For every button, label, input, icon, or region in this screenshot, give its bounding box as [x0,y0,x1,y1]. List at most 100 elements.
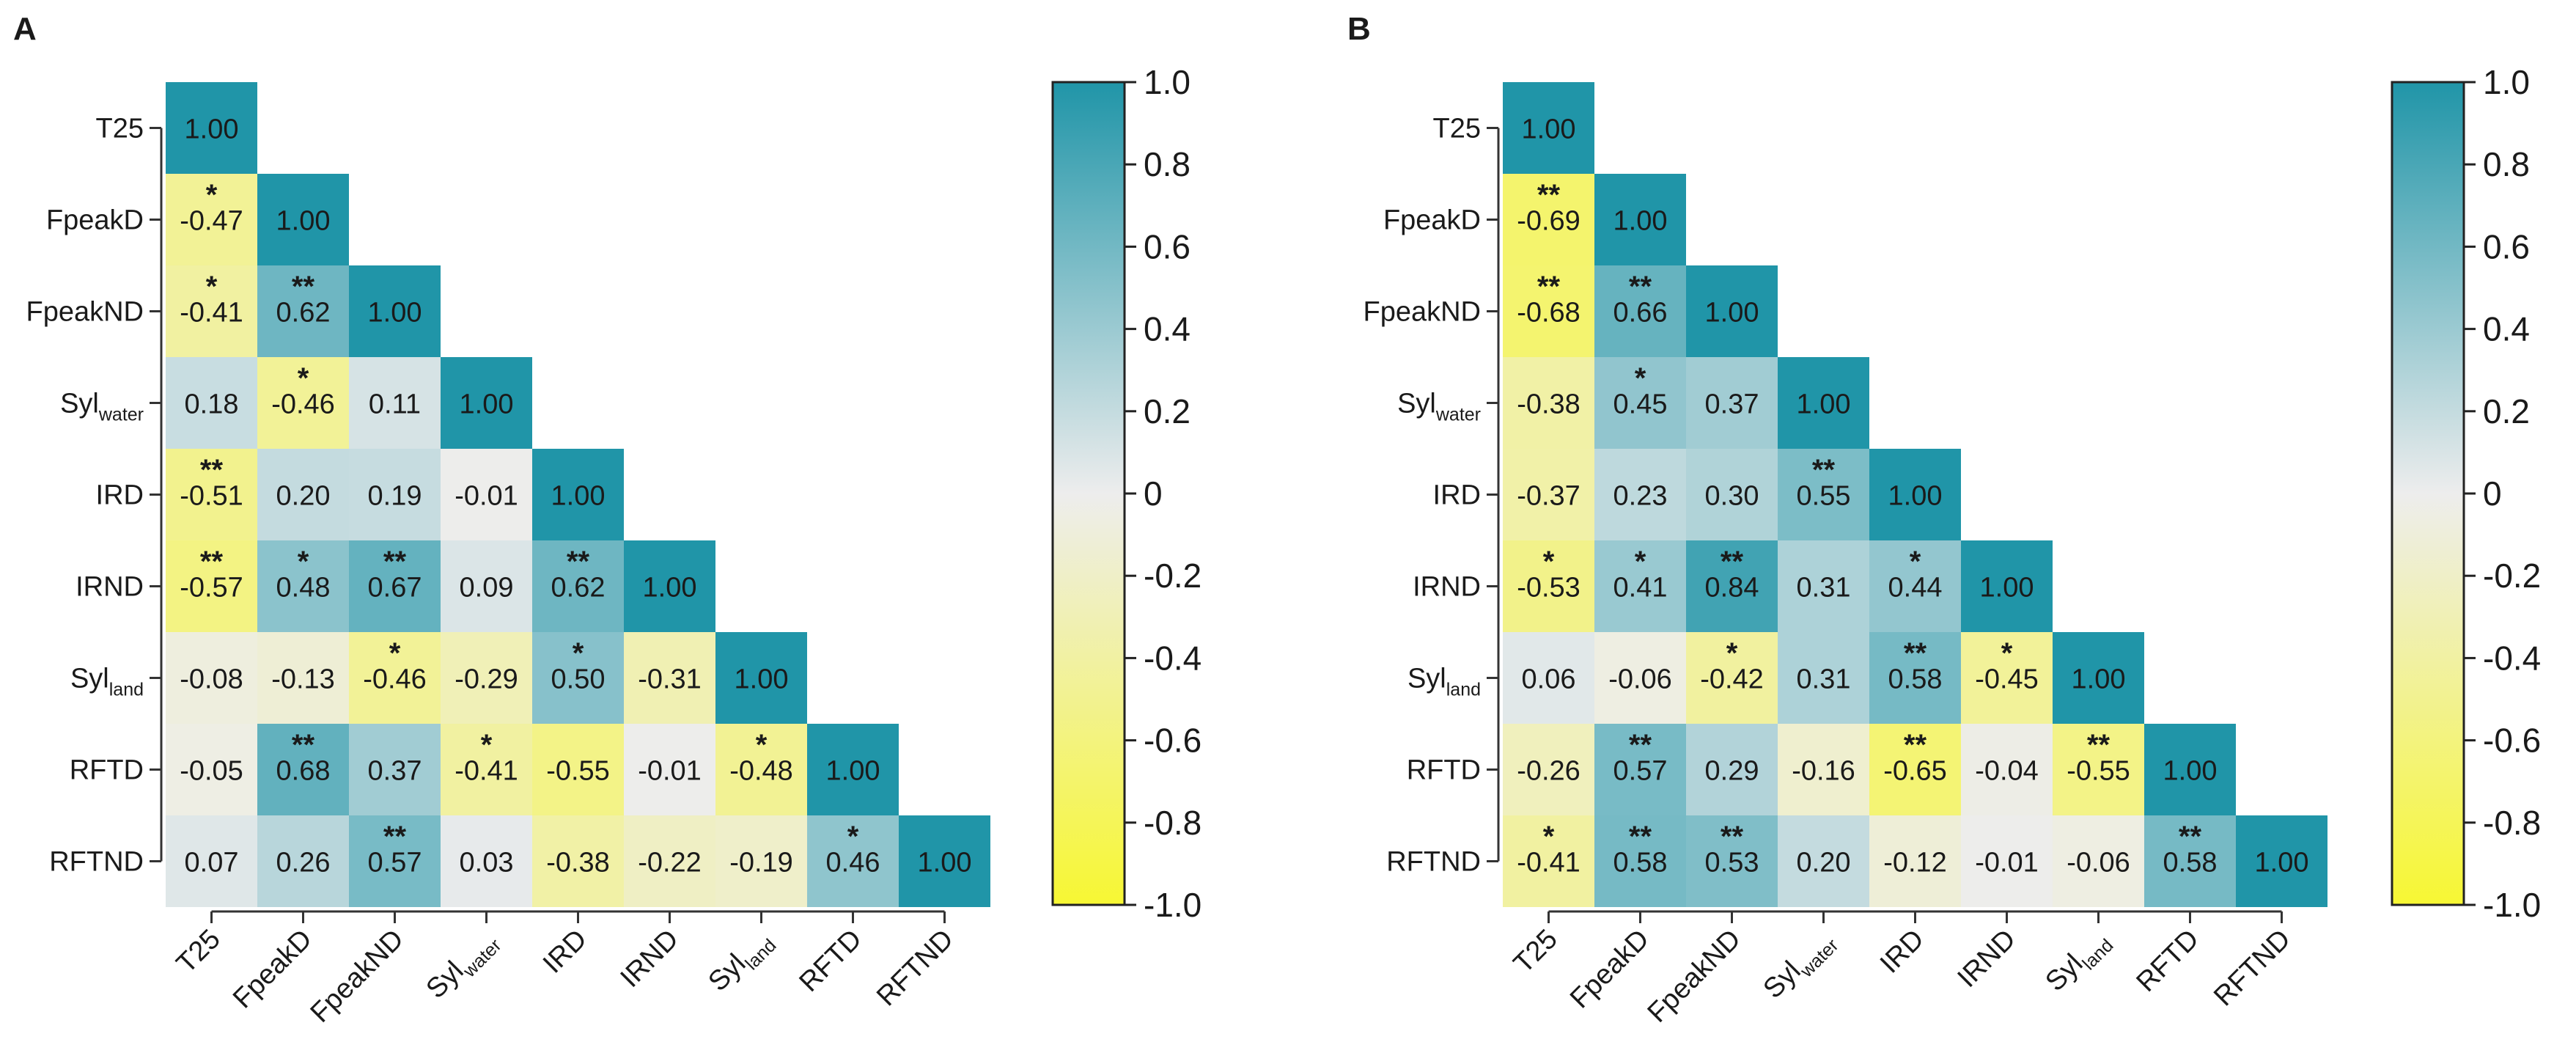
heatmap-cell [166,265,257,357]
heatmap-cell [1686,357,1778,449]
cell-value-label: 0.20 [1797,848,1851,878]
heatmap-cell [349,265,441,357]
cell-value-label: 1.00 [551,481,606,512]
heatmap-cell [166,82,257,174]
panel-label: B [1347,11,1371,47]
heatmap-cell [1961,632,2053,724]
cell-value-label: 0.66 [1613,298,1668,329]
colorbar [2391,81,2465,906]
cell-value-label: -0.41 [180,298,243,329]
heatmap-cell [257,265,349,357]
cell-value-label: -0.26 [1517,756,1580,787]
cell-value-label: -0.16 [1792,756,1855,787]
heatmap-cell [441,449,532,540]
cell-value-label: 1.00 [2255,848,2309,878]
heatmap-cell [1778,449,1869,540]
cell-value-label: 1.00 [826,756,880,787]
x-tick-label: FpeakND [305,924,410,1029]
significance-marker: ** [1904,729,1927,761]
y-tick-label: FpeakD [1383,205,1481,236]
colorbar-tick-label: 0.8 [1144,145,1191,183]
colorbar-tick-label: -1.0 [1144,886,1201,924]
cell-value-label: -0.04 [1975,756,2039,787]
colorbar-tick-label: 1.0 [1144,63,1191,101]
x-tick-label: Sylwater [1758,924,1843,1009]
significance-marker: * [756,729,768,761]
x-tick-label: IRND [1951,924,2021,994]
cell-value-label: 0.58 [2163,848,2218,878]
cell-value-label: 1.00 [368,298,422,329]
colorbar-tick-label: -0.4 [1144,639,1201,677]
cell-value-label: -0.38 [1517,389,1580,420]
cell-value-label: -0.65 [1883,756,1947,787]
heatmap-cell [1594,632,1686,724]
cell-value-label: 1.00 [1888,481,1943,512]
significance-marker: * [1635,362,1646,395]
heatmap-cell [1961,540,2053,632]
colorbar-tick-label: 0.4 [1144,310,1191,348]
x-tick-label: RFTND [2208,924,2297,1013]
cell-value-label: 0.23 [1613,481,1668,512]
cell-value-label: -0.12 [1883,848,1947,878]
cell-value-label: 1.00 [1522,114,1576,145]
heatmap-cell [349,724,441,815]
cell-value-label: 0.62 [276,298,331,329]
cell-value-label: -0.45 [1975,664,2039,695]
cell-value-label: -0.55 [546,756,610,787]
colorbar-tick-label: 0.8 [2483,145,2530,183]
cell-value-label: 0.19 [368,481,422,512]
x-tick-label: IRD [537,924,593,980]
colorbar-tick-label: -0.2 [2483,557,2541,595]
colorbar-tick-label: 0.6 [1144,227,1191,265]
heatmap-cell [257,815,349,907]
x-tick-label: RFTND [871,924,960,1013]
y-tick-label: RFTD [70,755,144,786]
heatmap-cell [1503,82,1594,174]
cell-value-label: 1.00 [1613,206,1668,237]
x-tick-label: IRND [614,924,684,994]
heatmap-cell [1778,632,1869,724]
heatmap-cell [349,815,441,907]
cell-value-label: 0.09 [460,573,514,603]
heatmap-cell [624,815,715,907]
cell-value-label: 0.50 [551,664,606,695]
cell-value-label: 1.00 [185,114,239,145]
heatmap-cell [1869,632,1961,724]
significance-marker: * [389,637,401,669]
cell-value-label: 0.18 [185,389,239,420]
heatmap-cell [807,724,899,815]
heatmap-cell [349,540,441,632]
colorbar-tick-label: -1.0 [2483,886,2541,924]
heatmap-cell [1686,724,1778,815]
x-tick-label: Sylland [2039,924,2117,1002]
cell-value-label: -0.69 [1517,206,1580,237]
heatmap-cell [166,632,257,724]
cell-value-label: -0.68 [1517,298,1580,329]
heatmap-cell [257,357,349,449]
y-tick-label: FpeakND [26,297,144,328]
heatmap-cell [1594,815,1686,907]
colorbar-tick-label: 0.4 [2483,310,2530,348]
heatmap-cell [1869,815,1961,907]
heatmap-cell [532,724,624,815]
cell-value-label: -0.01 [1975,848,2039,878]
y-tick-label: FpeakND [1364,297,1482,328]
heatmap-cell [1503,449,1594,540]
heatmap-cell [624,540,715,632]
y-tick-label: RFTND [49,847,144,878]
cell-value-label: 1.00 [643,573,697,603]
significance-marker: * [298,362,309,395]
cell-value-label: -0.06 [1608,664,1672,695]
cell-value-label: -0.19 [729,848,793,878]
heatmap-cell [715,632,807,724]
cell-value-label: 0.26 [276,848,331,878]
heatmap-cell [1503,174,1594,265]
significance-marker: * [1910,546,1921,578]
significance-marker: * [206,271,218,303]
cell-value-label: 0.11 [369,389,421,420]
heatmap-cell [1778,815,1869,907]
heatmap-cell [2053,815,2144,907]
heatmap-cell [1778,540,1869,632]
significance-marker: ** [292,729,315,761]
